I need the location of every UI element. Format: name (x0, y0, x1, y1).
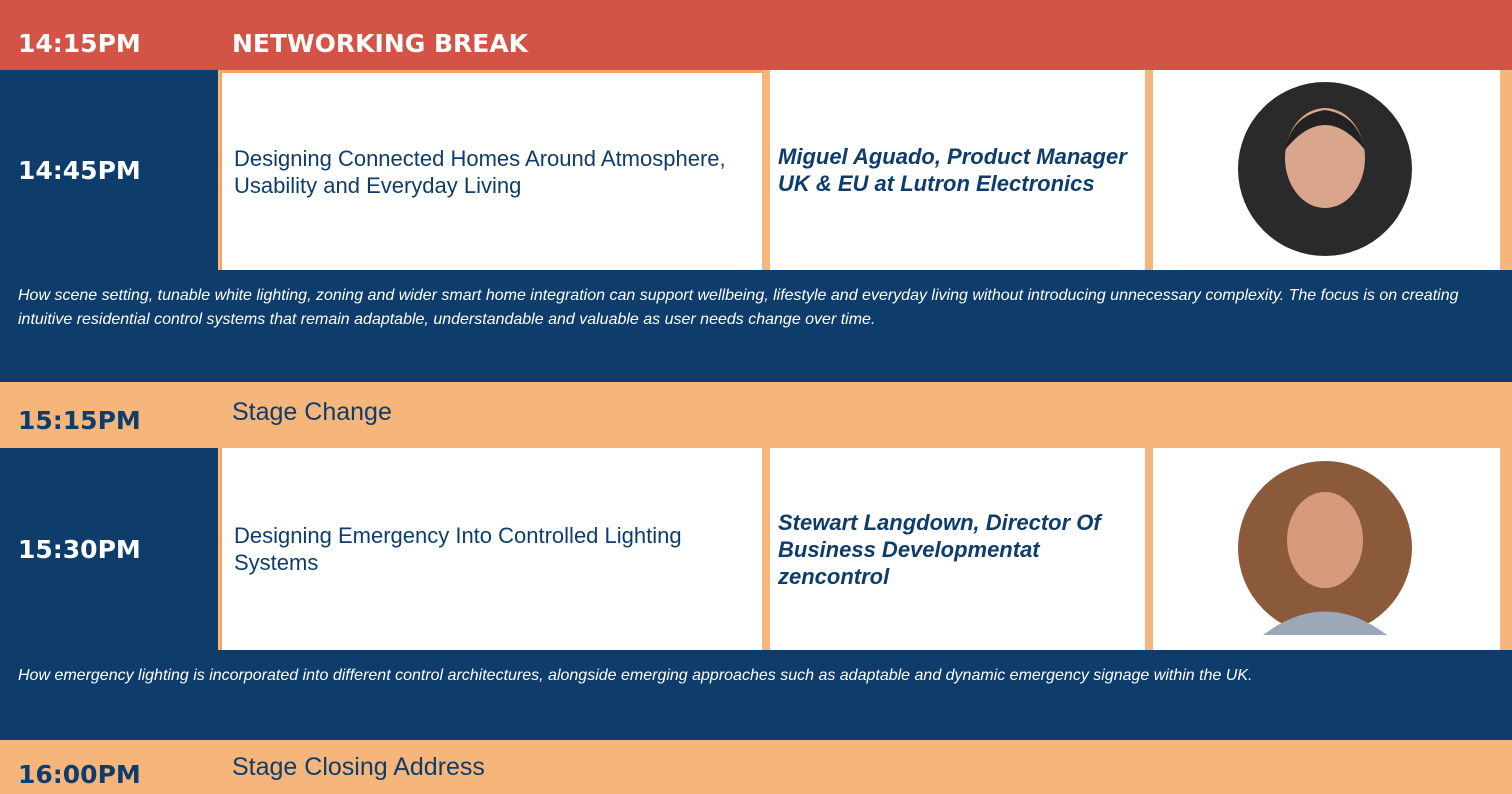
session-title: Stage Closing Address (232, 740, 485, 794)
speaker: Stewart Langdown, Director Of Business D… (770, 448, 1145, 650)
talk-description: How emergency lighting is incorporated i… (0, 650, 1512, 740)
talk-title: Designing Emergency Into Controlled Ligh… (220, 448, 762, 650)
time: 15:15PM (0, 382, 141, 448)
talk-description: How scene setting, tunable white lightin… (0, 270, 1512, 382)
photo-cell (1153, 70, 1500, 270)
talk-title: Designing Connected Homes Around Atmosph… (220, 70, 762, 270)
time: 15:30PM (0, 448, 218, 650)
face (1287, 492, 1363, 588)
time: 16:00PM (0, 740, 141, 794)
face (1285, 108, 1365, 208)
time: 14:45PM (0, 70, 218, 270)
speaker-photo (1238, 461, 1412, 635)
session-title: Stage Change (232, 382, 392, 448)
time: 14:15PM (18, 28, 141, 58)
speaker: Miguel Aguado, Product Manager UK & EU a… (770, 70, 1145, 270)
shirt (1263, 611, 1387, 635)
break-title: NETWORKING BREAK (232, 28, 529, 58)
hair (1285, 110, 1365, 150)
speaker-photo (1238, 82, 1412, 256)
photo-cell (1153, 448, 1500, 650)
break-row (0, 0, 1512, 70)
